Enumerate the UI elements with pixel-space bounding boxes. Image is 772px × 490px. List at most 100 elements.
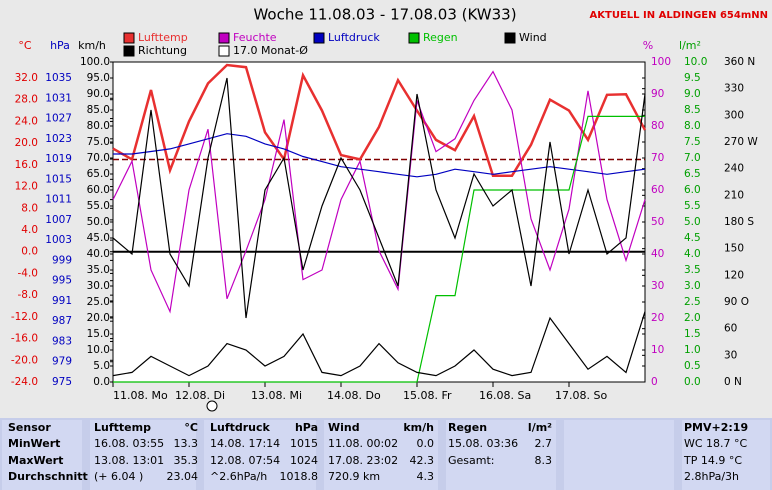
- table-cell: 8.3: [535, 454, 553, 467]
- tick-label: 0: [651, 376, 658, 388]
- tick-label: 30: [651, 280, 664, 292]
- legend-label: Feuchte: [233, 31, 277, 44]
- tick-label: 1019: [45, 153, 72, 165]
- tick-label: 979: [52, 356, 72, 368]
- table-cell: 720.9 km: [328, 470, 380, 483]
- table-cell: (+ 6.04 ): [94, 470, 143, 483]
- tick-label: 4.0: [21, 224, 38, 236]
- tick-label: 975: [52, 376, 72, 388]
- table-cell: 2.8hPa/3h: [684, 470, 739, 483]
- legend-label: Wind: [519, 31, 547, 44]
- tick-label: 100.0: [80, 56, 110, 68]
- table-cell: 2.7: [535, 437, 553, 450]
- x-tick-label: 14.08. Do: [327, 389, 381, 402]
- tick-label: 6.5: [684, 168, 701, 180]
- table-cell: MaxWert: [8, 454, 63, 467]
- tick-label: 30: [724, 349, 737, 361]
- table-cell: 15.08. 03:36: [448, 437, 518, 450]
- table-header: Regen: [448, 421, 487, 434]
- tick-label: 120: [724, 269, 744, 281]
- tick-label: 240: [724, 163, 744, 175]
- tick-label: 987: [52, 315, 72, 327]
- table-header: km/h: [403, 421, 434, 434]
- table-cell: 0.0: [417, 437, 435, 450]
- tick-label: 15.0: [87, 328, 110, 340]
- tick-label: 0.5: [684, 360, 701, 372]
- tick-label: 12.0: [15, 181, 38, 193]
- series-line: [112, 70, 646, 314]
- legend-swatch: [123, 45, 135, 57]
- table-column: [324, 420, 438, 490]
- tick-label: 95.0: [87, 72, 110, 84]
- tick-label: 0.0: [21, 246, 38, 258]
- tick-label: 5.5: [684, 200, 701, 212]
- chart-title: Woche 11.08.03 - 17.08.03 (KW33): [253, 6, 516, 24]
- tick-label: 20.0: [15, 137, 38, 149]
- series-line: [112, 63, 647, 177]
- tick-label: 210: [724, 189, 744, 201]
- tick-label: -12.0: [11, 311, 38, 323]
- table-column: [90, 420, 196, 490]
- tick-label: 30.0: [87, 280, 110, 292]
- x-tick-label: 13.08. Mi: [251, 389, 302, 402]
- table-cell: 4.3: [417, 470, 435, 483]
- axis-title: l/m²: [679, 39, 701, 52]
- tick-label: 300: [724, 109, 744, 121]
- axis-title: km/h: [78, 39, 106, 52]
- tick-label: 1035: [45, 72, 72, 84]
- tick-label: 20.0: [87, 312, 110, 324]
- tick-label: 999: [52, 254, 72, 266]
- tick-label: 35.0: [87, 264, 110, 276]
- table-column: [204, 420, 316, 490]
- tick-label: 330: [724, 83, 744, 95]
- tick-label: 150: [724, 243, 744, 255]
- table-cell: WC 18.7 °C: [684, 437, 748, 450]
- table-cell: 42.3: [410, 454, 435, 467]
- table-column: [2, 420, 82, 490]
- tick-label: 0 N: [724, 376, 742, 388]
- legend-swatch: [218, 32, 230, 44]
- table-header: PMV+2:19: [684, 421, 748, 434]
- tick-label: -16.0: [11, 333, 38, 345]
- tick-label: 983: [52, 335, 72, 347]
- tick-label: 1031: [45, 92, 72, 104]
- tick-label: 28.0: [15, 94, 38, 106]
- tick-label: 3.5: [684, 264, 701, 276]
- tick-label: 40.0: [87, 248, 110, 260]
- tick-label: 1027: [45, 113, 72, 125]
- tick-label: 16.0: [15, 159, 38, 171]
- axis-title: hPa: [50, 39, 70, 52]
- table-cell: ^2.6hPa/h: [210, 470, 267, 483]
- axis-title: °C: [18, 39, 32, 52]
- tick-label: 9.0: [684, 88, 701, 100]
- tick-label: 1007: [45, 214, 72, 226]
- tick-label: 9.5: [684, 72, 701, 84]
- location: AKTUELL IN ALDINGEN 654mNN: [590, 10, 768, 21]
- tick-label: 45.0: [87, 232, 110, 244]
- table-column: [446, 420, 556, 490]
- cursor-icon[interactable]: [206, 400, 218, 412]
- tick-label: 90 O: [724, 296, 749, 308]
- tick-label: 100: [651, 56, 671, 68]
- table-header: °C: [184, 421, 198, 434]
- axis-title: %: [643, 39, 653, 52]
- tick-label: -24.0: [11, 376, 38, 388]
- table-header: Wind: [328, 421, 360, 434]
- tick-label: 1.5: [684, 328, 701, 340]
- x-tick-label: 17.08. So: [555, 389, 607, 402]
- table-cell: 12.08. 07:54: [210, 454, 280, 467]
- tick-label: 10.0: [87, 344, 110, 356]
- tick-label: 50: [651, 216, 664, 228]
- table-column: [564, 420, 674, 490]
- table-cell: MinWert: [8, 437, 60, 450]
- tick-label: 2.0: [684, 312, 701, 324]
- x-tick-label: 12.08. Di: [175, 389, 225, 402]
- tick-label: 60: [724, 323, 737, 335]
- tick-label: 70.0: [87, 152, 110, 164]
- legend-label: Lufttemp: [138, 31, 188, 44]
- tick-label: 5.0: [684, 216, 701, 228]
- legend-swatch: [504, 32, 516, 44]
- tick-label: 360 N: [724, 56, 755, 68]
- tick-label: 80.0: [87, 120, 110, 132]
- tick-label: 10.0: [684, 56, 707, 68]
